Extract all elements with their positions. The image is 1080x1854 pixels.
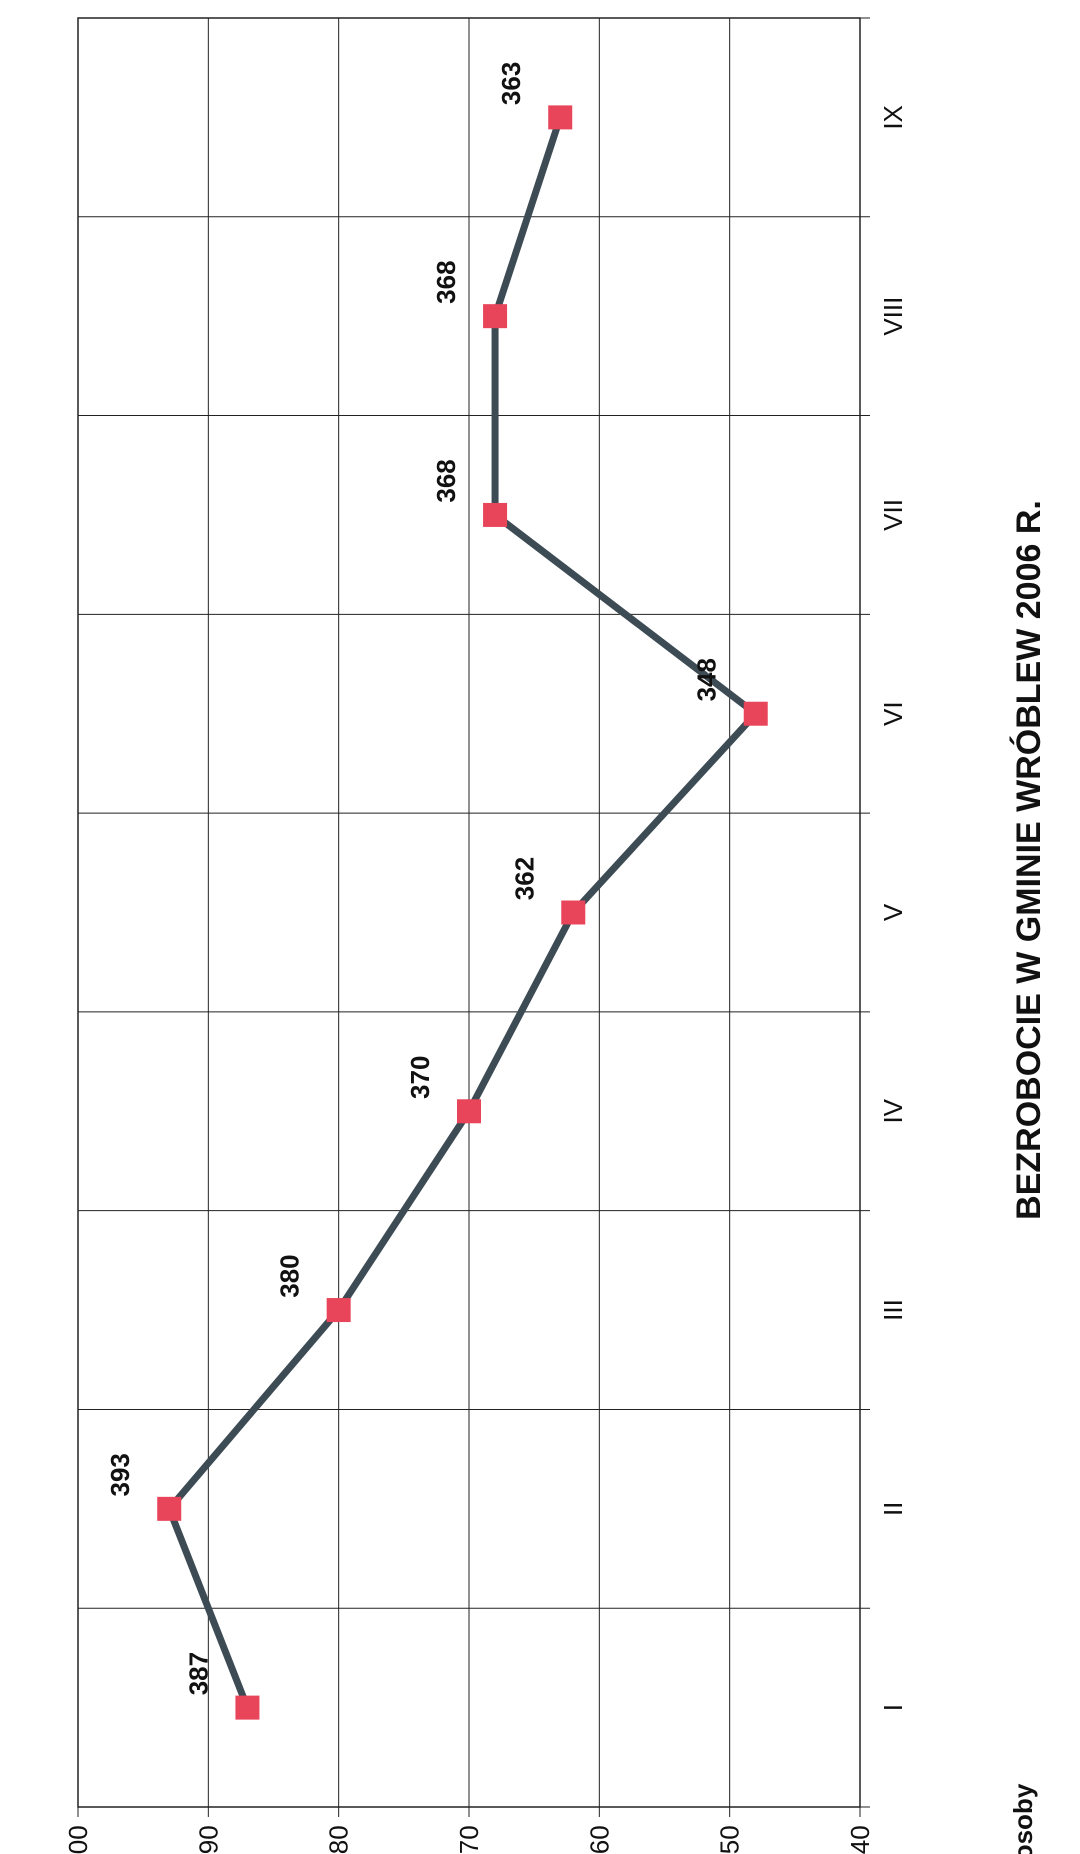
category-tick-label: VI [878,701,908,726]
data-point-marker [561,901,585,925]
series-line-path [169,117,756,1707]
data-value-label: 393 [105,1453,135,1496]
value-tick-label: 340 [845,1825,875,1854]
series-markers [157,105,768,1719]
data-value-label: 368 [431,459,461,502]
category-tick-label: IV [878,1098,908,1123]
data-value-label: 370 [405,1056,435,1099]
data-point-marker [483,503,507,527]
data-value-label: 362 [509,857,539,900]
y-axis-unit-label: osoby [1008,1783,1038,1854]
value-axis-ticks: 340 350 360 370 380 390 400 [63,1807,875,1854]
data-labels: 387 393 380 370 362 348 368 368 363 [105,62,722,1696]
value-tick-label: 390 [193,1825,223,1854]
category-tick-label: II [878,1502,908,1516]
data-value-label: 368 [431,260,461,303]
data-value-label: 348 [692,658,722,701]
data-point-marker [548,105,572,129]
data-point-marker [157,1497,181,1521]
data-point-marker [327,1298,351,1322]
data-value-label: 387 [183,1652,213,1695]
category-tick-label: VIII [878,297,908,336]
category-tick-label: IX [878,105,908,130]
series-line [169,117,756,1707]
value-tick-label: 380 [324,1825,354,1854]
data-point-marker [744,702,768,726]
value-tick-label: 360 [584,1825,614,1854]
grid-lines [78,18,870,1807]
value-tick-label: 400 [63,1825,93,1854]
data-point-marker [483,304,507,328]
category-tick-label: V [878,903,908,921]
category-tick-label: III [878,1299,908,1321]
data-point-marker [235,1696,259,1720]
category-tick-label: VII [878,499,908,531]
data-point-marker [457,1099,481,1123]
value-tick-label: 350 [715,1825,745,1854]
value-tick-label: 370 [454,1825,484,1854]
data-value-label: 380 [275,1254,305,1297]
category-tick-label: I [878,1704,908,1711]
data-value-label: 363 [496,62,526,105]
chart-title: BEZROBOCIE W GMINIE WRÓBLEW 2006 R. [1010,500,1048,1220]
